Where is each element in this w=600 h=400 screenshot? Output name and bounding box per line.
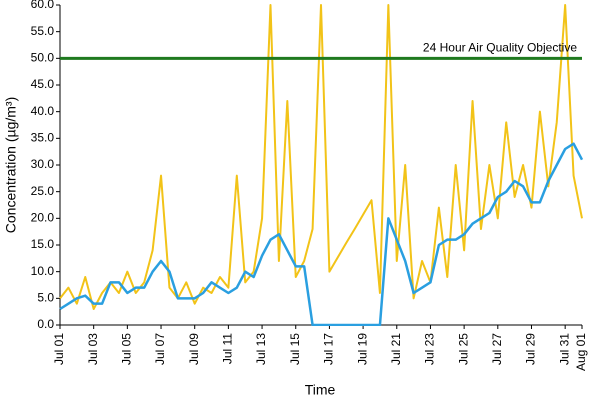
y-tick-label: 40.0 bbox=[31, 104, 55, 118]
y-tick-label: 50.0 bbox=[31, 51, 55, 65]
x-tick-label: Jul 27 bbox=[490, 333, 504, 365]
y-tick-label: 10.0 bbox=[31, 264, 55, 278]
y-tick-label: 5.0 bbox=[37, 291, 54, 305]
y-tick-label: 55.0 bbox=[31, 24, 55, 38]
x-tick-label: Aug 01 bbox=[574, 333, 588, 371]
y-tick-label: 0.0 bbox=[37, 317, 54, 331]
x-tick-label: Jul 17 bbox=[322, 333, 336, 365]
x-tick-label: Jul 09 bbox=[187, 333, 201, 365]
x-tick-label: Jul 31 bbox=[557, 333, 571, 365]
x-tick-label: Jul 21 bbox=[389, 333, 403, 365]
x-tick-label: Jul 29 bbox=[524, 333, 538, 365]
series-line bbox=[59, 142, 584, 326]
threshold-label: 24 Hour Air Quality Objective bbox=[423, 41, 577, 55]
x-tick-label: Jul 15 bbox=[288, 333, 302, 365]
x-tick-label: Jul 25 bbox=[456, 333, 470, 365]
x-tick-label: Jul 07 bbox=[153, 333, 167, 365]
y-tick-label: 25.0 bbox=[31, 184, 55, 198]
y-tick-label: 20.0 bbox=[31, 211, 55, 225]
x-tick-label: Jul 13 bbox=[254, 333, 268, 365]
x-tick-label: Jul 19 bbox=[355, 333, 369, 365]
x-tick-label: Jul 23 bbox=[423, 333, 437, 365]
plot-area bbox=[59, 4, 584, 326]
y-axis-title: Concentration (µg/m³) bbox=[3, 97, 19, 233]
y-tick-label: 60.0 bbox=[31, 0, 55, 11]
y-tick-label: 15.0 bbox=[31, 237, 55, 251]
y-tick-label: 35.0 bbox=[31, 131, 55, 145]
x-tick-label: Jul 03 bbox=[86, 333, 100, 365]
y-tick-label: 30.0 bbox=[31, 157, 55, 171]
x-tick-label: Jul 11 bbox=[221, 333, 235, 364]
y-tick-label: 45.0 bbox=[31, 77, 55, 91]
x-axis-title: Time bbox=[305, 382, 336, 398]
x-tick-label: Jul 05 bbox=[120, 333, 134, 365]
x-tick-label: Jul 01 bbox=[52, 333, 66, 365]
